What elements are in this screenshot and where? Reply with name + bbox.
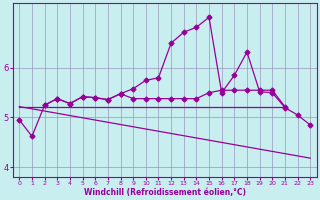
X-axis label: Windchill (Refroidissement éolien,°C): Windchill (Refroidissement éolien,°C) <box>84 188 246 197</box>
